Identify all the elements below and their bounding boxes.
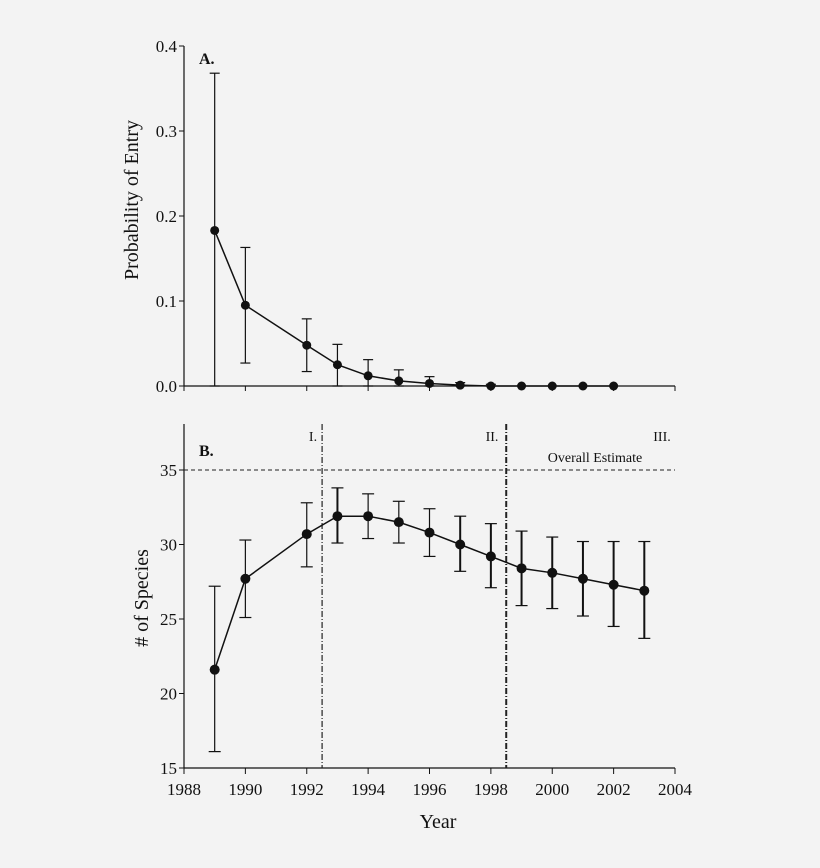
data-point	[394, 376, 404, 386]
y-tick-label: 0.2	[156, 207, 177, 226]
data-point	[486, 381, 496, 391]
period-label-3: III.	[653, 430, 671, 445]
data-point	[639, 585, 650, 596]
data-point	[393, 517, 404, 528]
x-tick-label: 1998	[474, 780, 508, 799]
data-point	[547, 567, 558, 578]
data-point	[485, 551, 496, 562]
data-point	[455, 380, 465, 390]
x-tick-label: 1990	[228, 780, 262, 799]
period-label-1: I.	[309, 430, 317, 445]
y-tick-label: 0.3	[156, 122, 177, 141]
panel-a: A. Probability of Entry 0.0 0.1 0.2 0.3 0.4	[121, 37, 676, 396]
data-point	[209, 664, 220, 675]
data-point	[424, 527, 435, 538]
data-point	[608, 579, 619, 590]
panel-b-ylabel: # of Species	[131, 549, 153, 647]
data-point	[332, 360, 342, 370]
data-point	[301, 529, 312, 540]
series-line	[213, 230, 614, 387]
data-point	[455, 539, 466, 550]
y-tick-label: 15	[160, 759, 177, 778]
data-point	[363, 511, 374, 522]
x-tick-label: 1988	[167, 780, 201, 799]
data-point	[302, 340, 312, 350]
data-point	[363, 371, 373, 381]
data-point	[547, 381, 557, 391]
panel-b: B. # of Species Year I. II. III. Overall…	[131, 424, 693, 833]
x-tick-label: 2000	[535, 780, 569, 799]
data-point	[210, 225, 220, 235]
x-tick-label: 2004	[658, 780, 693, 799]
period-label-2: II.	[486, 430, 499, 445]
y-tick-label: 30	[160, 536, 177, 555]
x-tick-label: 1992	[290, 780, 324, 799]
data-point	[578, 381, 588, 391]
data-point	[577, 573, 588, 584]
data-point	[517, 381, 527, 391]
data-point	[609, 381, 619, 391]
y-tick-label: 0.4	[156, 37, 178, 56]
data-point	[425, 378, 434, 388]
x-tick-label: 1994	[351, 780, 386, 799]
reference-line-label: Overall Estimate	[548, 451, 642, 466]
y-tick-label: 0.0	[156, 377, 177, 396]
panel-b-label: B.	[199, 443, 214, 460]
y-tick-label: 35	[160, 461, 177, 480]
y-tick-label: 20	[160, 685, 177, 704]
x-tick-label: 1996	[413, 780, 447, 799]
panel-a-label: A.	[199, 51, 215, 68]
y-tick-label: 0.1	[156, 292, 177, 311]
data-point	[240, 573, 251, 584]
x-tick-label: 2002	[597, 780, 631, 799]
panel-a-ylabel: Probability of Entry	[121, 120, 143, 280]
panel-b-xlabel: Year	[420, 811, 457, 833]
series-line	[213, 515, 645, 670]
data-point	[516, 563, 527, 574]
y-tick-label: 25	[160, 610, 177, 629]
data-point	[240, 300, 250, 310]
data-point	[332, 511, 343, 522]
